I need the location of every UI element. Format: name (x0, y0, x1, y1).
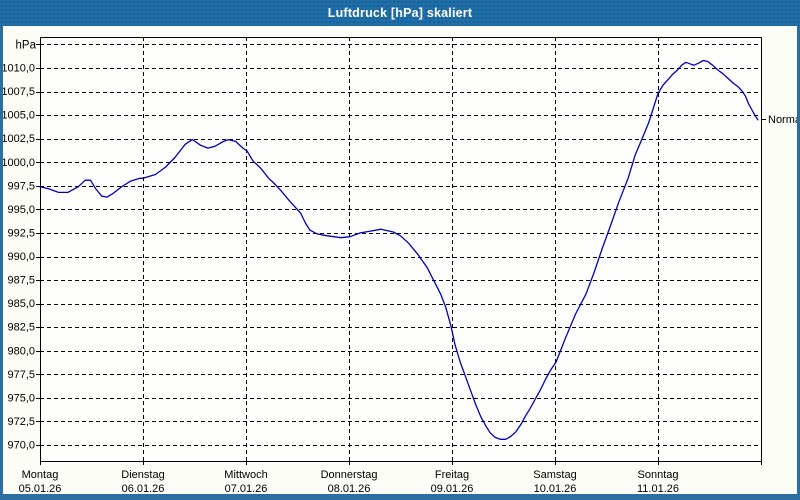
y-tick-label: 980,0 (7, 345, 35, 357)
x-day-label: Montag (22, 469, 59, 481)
x-date-label: 09.01.26 (431, 483, 474, 495)
x-day-label: Mittwoch (224, 469, 267, 481)
y-tick-label: 1000,0 (1, 157, 35, 169)
plot-area[interactable] (40, 37, 761, 461)
y-axis-labels: 1010,0 1007,5 1005,0 1002,5 1000,0 997,5 995,0… (1, 39, 36, 451)
y-tick-label: 972,5 (7, 416, 35, 428)
window-border-left (0, 26, 3, 500)
x-date-label: 08.01.26 (328, 483, 371, 495)
window-border-right (797, 26, 800, 500)
x-date-label: 07.01.26 (225, 483, 268, 495)
window-border-bottom (0, 494, 800, 500)
axis-frame (36, 37, 762, 465)
y-tick-label: 992,5 (7, 227, 35, 239)
y-tick-label: 982,5 (7, 322, 35, 334)
x-axis-labels: Montag 05.01.26 Dienstag 06.01.26 Mittwoch 07… (19, 469, 679, 495)
y-tick-label: 1002,5 (1, 133, 35, 145)
grid-lines (40, 37, 761, 461)
y-axis-unit-label: hPa (16, 39, 37, 51)
x-day-label: Donnerstag (321, 469, 378, 481)
y-tick-label: 995,0 (7, 204, 35, 216)
y-tick-label: 997,5 (7, 180, 35, 192)
normal-marker-label: Normal (768, 114, 800, 126)
pressure-curve (39, 59, 759, 440)
x-date-label: 06.01.26 (122, 483, 165, 495)
window-titlebar[interactable]: Luftdruck [hPa] skaliert (0, 0, 800, 26)
y-tick-label: 1010,0 (1, 63, 35, 75)
x-day-label: Samstag (533, 469, 576, 481)
x-date-label: 11.01.26 (637, 483, 679, 495)
x-day-label: Sonntag (638, 469, 679, 481)
y-tick-label: 1007,5 (1, 86, 35, 98)
y-tick-label: 1005,0 (1, 110, 35, 122)
normal-marker: Normal (761, 114, 800, 126)
y-tick-label: 990,0 (7, 251, 35, 263)
y-tick-label: 970,0 (7, 440, 35, 452)
y-tick-label: 977,5 (7, 369, 35, 381)
y-tick-label: 985,0 (7, 298, 35, 310)
pressure-chart[interactable]: 1010,0 1007,5 1005,0 1002,5 1000,0 997,5 995,0… (0, 26, 800, 500)
y-tick-label: 975,0 (7, 392, 35, 404)
x-day-label: Freitag (435, 469, 469, 481)
x-date-label: 10.01.26 (534, 483, 577, 495)
x-date-label: 05.01.26 (19, 483, 62, 495)
window-title: Luftdruck [hPa] skaliert (327, 6, 473, 20)
y-tick-label: 987,5 (7, 275, 35, 287)
x-day-label: Dienstag (121, 469, 164, 481)
